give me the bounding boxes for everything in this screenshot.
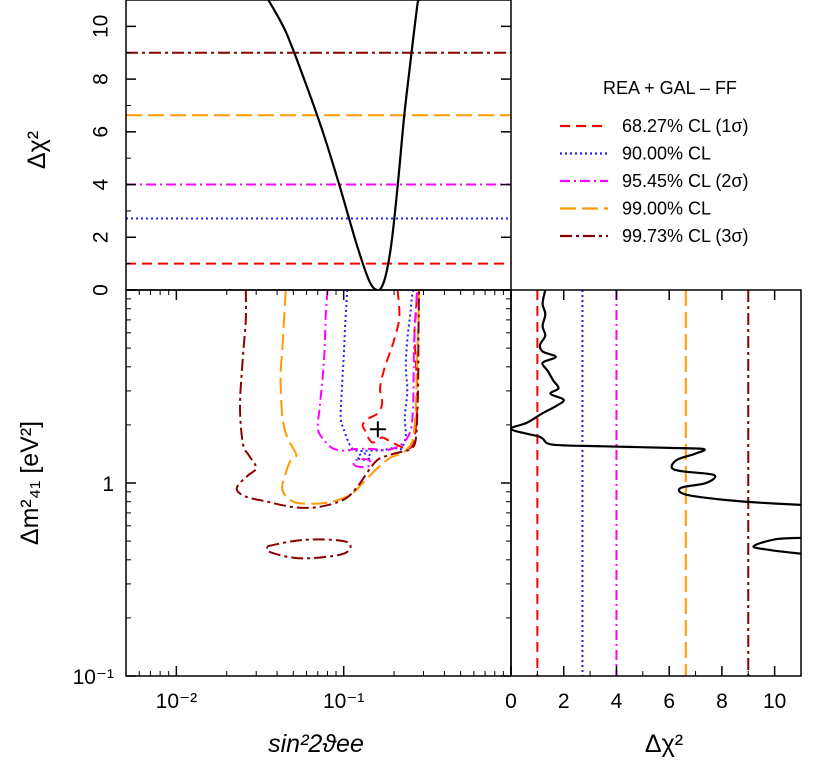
right-xtick-label: 10 [763,690,786,713]
main-xtick-label: 10⁻¹ [323,690,364,713]
top-ytick-label: 2 [89,231,112,243]
right-xtick-label: 8 [716,690,728,713]
top-ytick-label: 10 [89,15,112,38]
right-panel: 0 2 4 6 8 10 Δχ² [505,289,802,758]
main-xtick-label: 10⁻² [156,690,197,713]
right-chi2-curve [752,536,801,555]
legend-label: 90.00% CL [622,144,711,164]
main-ytick-label: 1 [102,473,114,496]
main-panel: 10⁻² 10⁻¹ 10⁻¹ 1 sin²2ϑee Δm²₄₁ [eV²] [16,289,512,758]
contour-line [361,290,419,450]
right-xtick-label: 4 [611,690,623,713]
legend-label: 68.27% CL (1σ) [622,116,749,136]
main-ytick-label: 10⁻¹ [73,666,114,689]
main-y-axis-label: Δm²₄₁ [eV²] [16,421,44,545]
main-x-axis-label: sin²2ϑee [268,730,364,758]
top-ytick-label: 0 [89,284,112,296]
right-panel-frame [510,289,802,677]
top-ytick-label: 6 [89,126,112,138]
legend-label: 99.73% CL (3σ) [622,226,749,246]
main-panel-frame [125,289,512,677]
right-xtick-label: 6 [663,690,675,713]
contour-line [235,290,420,509]
top-ytick-label: 8 [89,73,112,85]
contour-line [339,290,415,453]
top-panel: 0 2 4 6 8 10 Δχ² [23,0,512,296]
top-chi2-curve [267,0,421,290]
legend-label: 99.00% CL [622,199,711,219]
contour-line [279,290,420,505]
legend-title: REA + GAL – FF [603,78,737,98]
right-x-axis-label: Δχ² [645,730,683,758]
contour-line [316,290,419,452]
contour-line [265,538,352,560]
right-xtick-label: 2 [558,690,570,713]
right-xtick-label: 0 [505,690,517,713]
top-y-axis-label: Δχ² [23,131,51,169]
legend-label: 95.45% CL (2σ) [622,171,749,191]
contour-line [352,457,372,469]
top-panel-frame [125,0,512,291]
legend: REA + GAL – FF 68.27% CL (1σ) 90.00% CL 95… [560,78,749,246]
best-fit-marker [369,421,386,438]
right-chi2-curve [511,290,801,506]
top-ytick-label: 4 [89,178,112,190]
